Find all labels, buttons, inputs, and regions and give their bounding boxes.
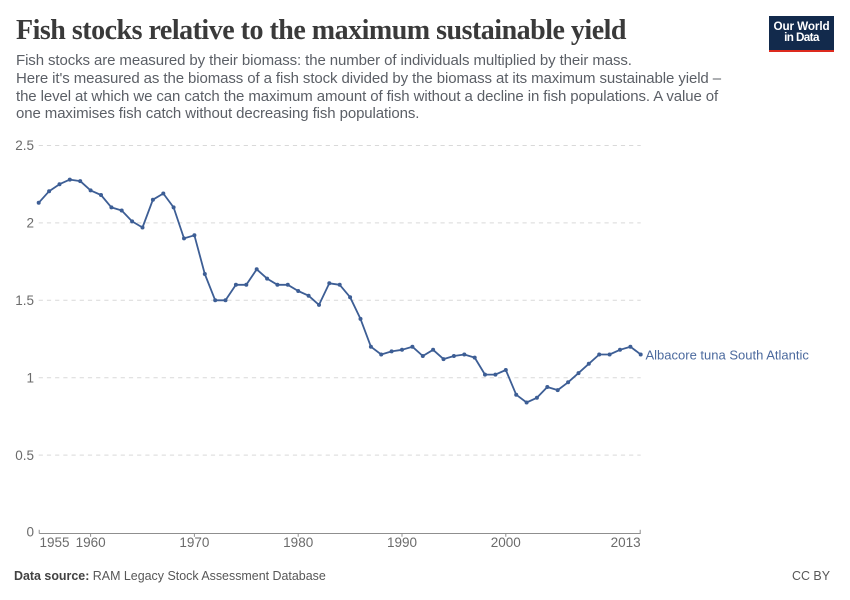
svg-text:Albacore tuna South Atlantic: Albacore tuna South Atlantic [646,348,810,363]
svg-text:2.5: 2.5 [15,138,34,153]
svg-text:2: 2 [26,216,34,231]
svg-text:1: 1 [26,370,34,385]
svg-text:0: 0 [26,525,34,540]
svg-text:1990: 1990 [387,535,417,550]
svg-text:0.5: 0.5 [15,448,34,463]
svg-text:1980: 1980 [283,535,313,550]
svg-text:2013: 2013 [611,535,641,550]
svg-text:1960: 1960 [76,535,106,550]
svg-text:1955: 1955 [40,535,70,550]
svg-text:1.5: 1.5 [15,293,34,308]
svg-text:2000: 2000 [491,535,521,550]
svg-text:1970: 1970 [179,535,209,550]
